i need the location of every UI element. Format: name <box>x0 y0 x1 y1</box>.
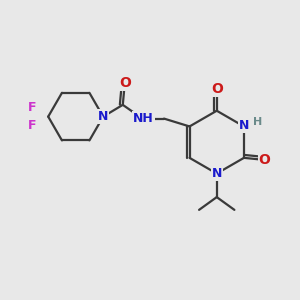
Text: F: F <box>28 119 37 132</box>
Text: N: N <box>212 167 222 180</box>
Text: O: O <box>259 153 271 167</box>
Text: O: O <box>119 76 131 90</box>
Text: N: N <box>98 110 108 123</box>
Text: N: N <box>239 119 249 132</box>
Text: O: O <box>211 82 223 96</box>
Text: F: F <box>28 101 37 114</box>
Text: H: H <box>253 116 262 127</box>
Text: NH: NH <box>133 112 154 125</box>
